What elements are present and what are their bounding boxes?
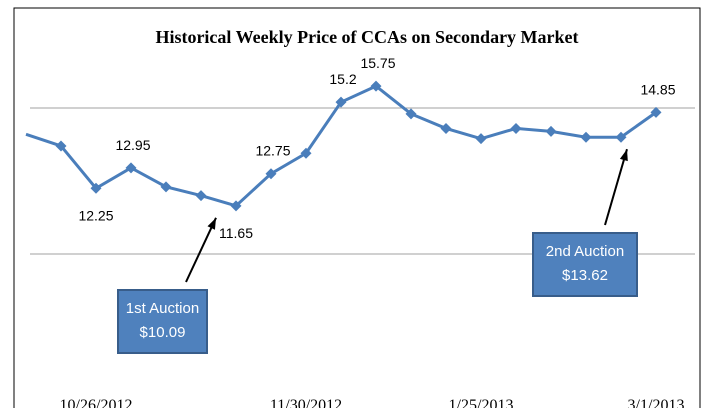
series [25, 80, 662, 212]
arrow-head [207, 217, 216, 230]
point-marker [160, 181, 172, 193]
point-marker [615, 131, 627, 143]
point-marker [545, 125, 557, 137]
annotation-price: $10.09 [140, 324, 186, 341]
point-marker [335, 96, 347, 108]
annotation-label: 2nd Auction [546, 243, 624, 260]
point-marker [580, 131, 592, 143]
data-label: 15.2 [329, 71, 356, 87]
annotation-price: $13.62 [562, 267, 608, 284]
data-label: 12.95 [115, 137, 150, 153]
point-marker [440, 122, 452, 134]
point-marker [195, 190, 207, 202]
point-marker [230, 200, 242, 212]
point-marker [300, 147, 312, 159]
point-marker [650, 106, 662, 118]
point-marker [55, 140, 67, 152]
point-marker [405, 108, 417, 120]
point-marker [90, 182, 102, 194]
x-tick-label: 10/26/2012 [60, 397, 133, 408]
data-label: 12.75 [255, 143, 290, 159]
annotation-box [532, 232, 638, 297]
data-label: 11.65 [219, 225, 253, 241]
point-marker [510, 122, 522, 134]
annotation-arrow [185, 217, 217, 283]
annotation-box [117, 289, 208, 354]
point-marker [265, 168, 277, 180]
annotation-arrow [604, 148, 628, 226]
arrow-head [619, 149, 628, 162]
annotation-label: 1st Auction [126, 300, 199, 317]
data-label: 14.85 [640, 81, 675, 97]
point-marker [475, 133, 487, 145]
point-marker [370, 80, 382, 92]
x-tick-label: 11/30/2012 [270, 397, 342, 408]
data-label: 15.75 [360, 55, 395, 71]
point-marker [125, 162, 137, 174]
chart-title: Historical Weekly Price of CCAs on Secon… [155, 27, 578, 47]
data-label: 12.25 [78, 207, 113, 223]
x-tick-label: 1/25/2013 [449, 397, 514, 408]
x-tick-label: 3/1/2013 [628, 397, 685, 408]
chart-frame [13, 7, 701, 408]
